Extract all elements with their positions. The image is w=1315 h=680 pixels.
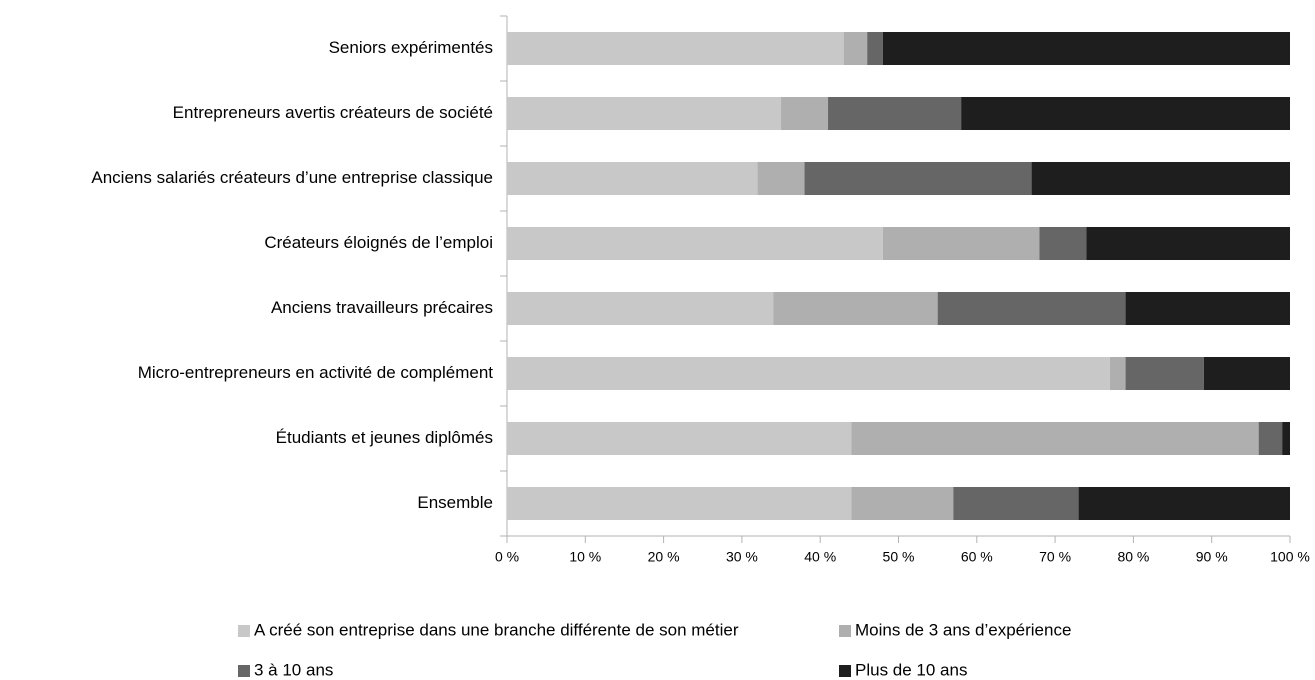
y-tick-label: Anciens salariés créateurs d’une entrepr… bbox=[91, 168, 493, 187]
bar-segment bbox=[937, 292, 1126, 325]
bar-segment bbox=[507, 357, 1110, 390]
bar-segment bbox=[781, 97, 829, 130]
bar-segment bbox=[507, 227, 883, 260]
x-tick-label: 90 % bbox=[1196, 549, 1228, 565]
x-tick-label: 70 % bbox=[1039, 549, 1071, 565]
bar-segment bbox=[867, 32, 883, 65]
bar-segment bbox=[1203, 357, 1290, 390]
legend-swatch bbox=[238, 625, 250, 637]
legend-label: Plus de 10 ans bbox=[855, 660, 967, 679]
bar-segment bbox=[843, 32, 868, 65]
bar-segment bbox=[507, 97, 782, 130]
x-tick-label: 40 % bbox=[804, 549, 836, 565]
legend-swatch bbox=[238, 665, 250, 677]
bar-segment bbox=[1039, 227, 1087, 260]
x-tick-label: 10 % bbox=[569, 549, 601, 565]
y-tick-label: Ensemble bbox=[417, 493, 493, 512]
x-tick-label: 30 % bbox=[726, 549, 758, 565]
bar-segment bbox=[507, 422, 852, 455]
bar-segment bbox=[507, 162, 758, 195]
bar-segment bbox=[882, 227, 1040, 260]
bar-segment bbox=[851, 422, 1259, 455]
bar-segment bbox=[961, 97, 1290, 130]
bar-segment bbox=[804, 162, 1032, 195]
bar-segment bbox=[1086, 227, 1290, 260]
legend-swatch bbox=[839, 625, 851, 637]
bar-segment bbox=[882, 32, 1290, 65]
bar-segment bbox=[1031, 162, 1290, 195]
y-tick-label: Entrepreneurs avertis créateurs de socié… bbox=[173, 103, 493, 122]
bar-segment bbox=[1078, 487, 1290, 520]
x-tick-label: 20 % bbox=[648, 549, 680, 565]
bar-segment bbox=[507, 292, 774, 325]
y-tick-label: Micro-entrepreneurs en activité de compl… bbox=[138, 363, 494, 382]
bar-segment bbox=[757, 162, 805, 195]
bar-segment bbox=[1125, 357, 1204, 390]
legend-label: 3 à 10 ans bbox=[254, 660, 333, 679]
y-tick-label: Étudiants et jeunes diplômés bbox=[276, 428, 493, 447]
bar-segment bbox=[1282, 422, 1290, 455]
bar-segment bbox=[773, 292, 938, 325]
legend-swatch bbox=[839, 665, 851, 677]
x-tick-label: 80 % bbox=[1117, 549, 1149, 565]
y-tick-label: Anciens travailleurs précaires bbox=[271, 298, 493, 317]
y-tick-label: Seniors expérimentés bbox=[329, 38, 493, 57]
bar-segment bbox=[828, 97, 962, 130]
legend-label: Moins de 3 ans d’expérience bbox=[855, 620, 1071, 639]
legend-label: A créé son entreprise dans une branche d… bbox=[254, 620, 739, 639]
x-tick-label: 0 % bbox=[495, 549, 519, 565]
y-tick-label: Créateurs éloignés de l’emploi bbox=[264, 233, 493, 252]
bar-segment bbox=[1258, 422, 1283, 455]
x-tick-label: 50 % bbox=[883, 549, 915, 565]
bar-segment bbox=[1109, 357, 1126, 390]
x-tick-label: 100 % bbox=[1270, 549, 1310, 565]
bar-segment bbox=[851, 487, 954, 520]
bar-segment bbox=[507, 487, 852, 520]
bar-segment bbox=[507, 32, 844, 65]
x-tick-label: 60 % bbox=[961, 549, 993, 565]
bar-segment bbox=[953, 487, 1079, 520]
bar-segment bbox=[1125, 292, 1290, 325]
